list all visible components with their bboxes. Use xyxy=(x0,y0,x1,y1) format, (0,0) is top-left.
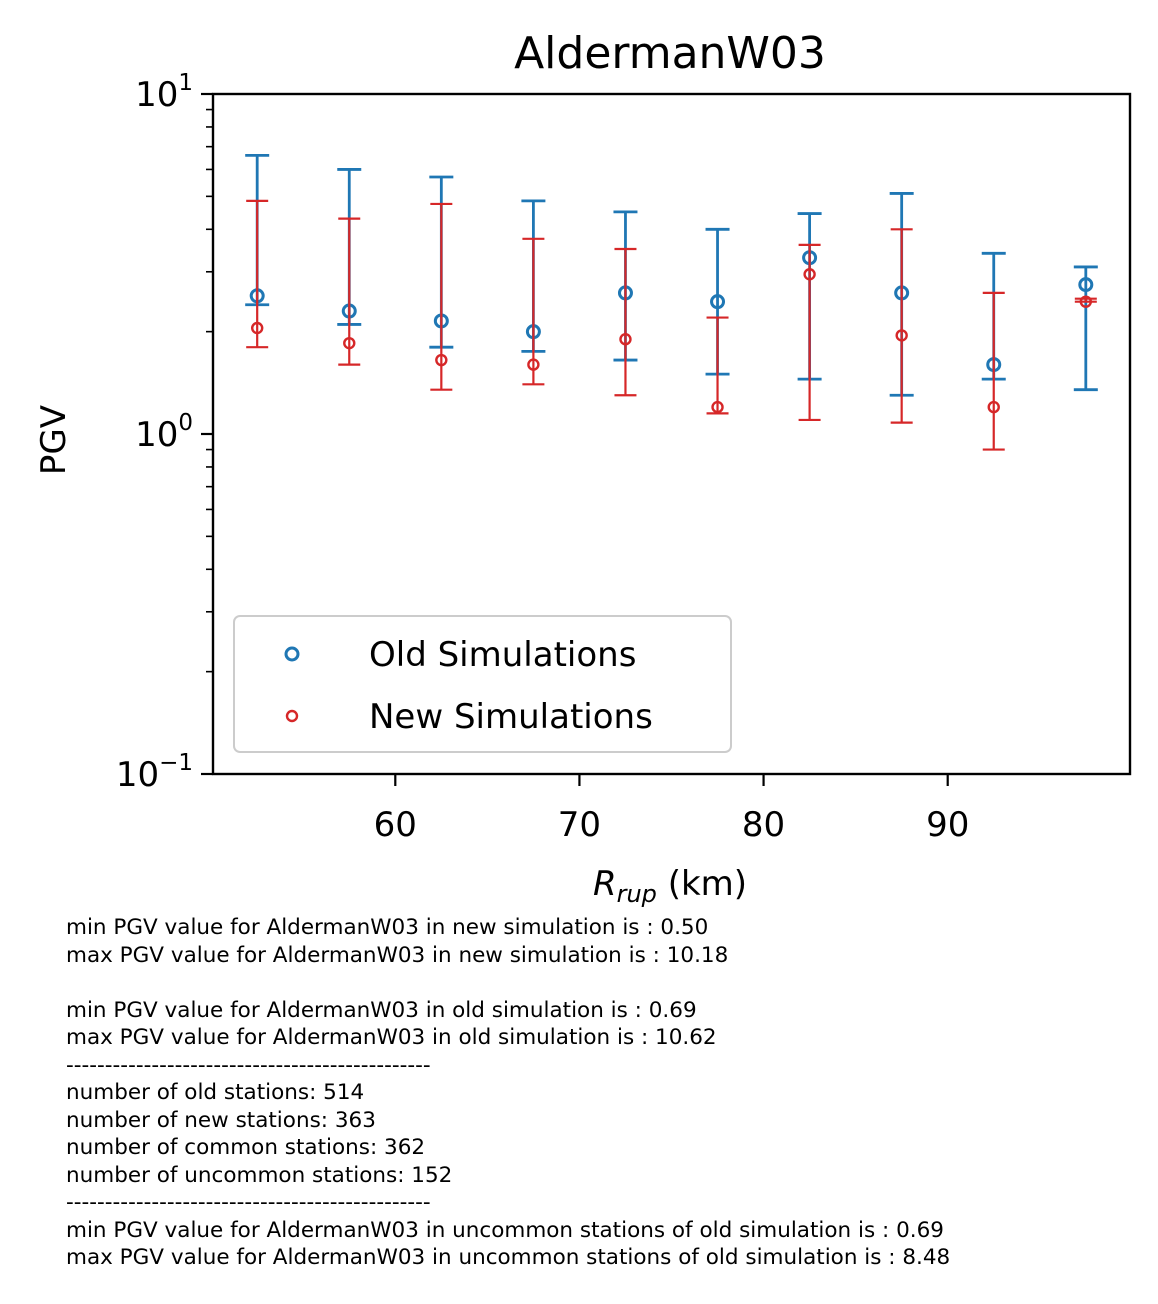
summary-notes: min PGV value for AldermanW03 in new sim… xyxy=(66,914,1146,1272)
note-line: min PGV value for AldermanW03 in uncommo… xyxy=(66,1217,944,1243)
note-line: number of uncommon stations: 152 xyxy=(66,1162,453,1188)
pgv-chart: AldermanW03 10−1 100 101 60 70 80 90 PGV Rrup… xyxy=(34,28,1132,908)
new-simulation-point xyxy=(987,400,1000,414)
y-axis-label: PGV xyxy=(34,405,74,475)
x-tick-label: 60 xyxy=(374,805,417,845)
x-axis-label: Rrup (km) xyxy=(593,864,747,908)
plot-marks xyxy=(245,153,1098,451)
y-tick-label: 100 xyxy=(135,410,193,455)
legend-marker-new xyxy=(285,709,299,723)
legend-box xyxy=(233,615,732,753)
new-simulation-point xyxy=(803,268,816,281)
note-line: number of new stations: 363 xyxy=(66,1107,376,1133)
new-simulation-point xyxy=(250,321,264,335)
note-line: max PGV value for AldermanW03 in uncommo… xyxy=(66,1245,951,1270)
new-simulation-point xyxy=(527,358,540,371)
note-spacer xyxy=(66,969,1146,997)
y-axis: 10−1 100 101 xyxy=(116,70,213,795)
note-line: number of common stations: 362 xyxy=(66,1135,426,1160)
x-tick-label: 80 xyxy=(742,805,785,845)
new-simulation-point xyxy=(435,353,448,367)
note-line: max PGV value for AldermanW03 in old sim… xyxy=(66,1025,717,1050)
y-tick-label: 101 xyxy=(135,70,193,115)
legend-marker-old xyxy=(284,646,300,662)
x-tick-label: 70 xyxy=(558,805,601,845)
legend-label-old: Old Simulations xyxy=(369,635,636,675)
legend-label-new: New Simulations xyxy=(369,697,653,737)
old-simulation-point xyxy=(710,294,726,310)
x-tick-label: 90 xyxy=(926,805,969,845)
note-line: min PGV value for AldermanW03 in new sim… xyxy=(66,915,709,940)
old-simulation-point xyxy=(1078,277,1094,293)
new-simulation-point xyxy=(343,336,356,350)
note-line: number of old stations: 514 xyxy=(66,1080,365,1105)
new-simulation-point xyxy=(1079,295,1093,308)
new-simulation-point xyxy=(895,329,908,342)
legend: Old Simulations New Simulations xyxy=(233,615,732,753)
note-line: max PGV value for AldermanW03 in new sim… xyxy=(66,942,729,968)
new-simulation-point xyxy=(619,333,632,346)
x-axis: 60 70 80 90 xyxy=(374,774,969,845)
note-line: min PGV value for AldermanW03 in old sim… xyxy=(66,997,697,1023)
new-simulation-point xyxy=(711,400,724,414)
y-tick-label: 10−1 xyxy=(116,750,193,795)
note-line: ----------------------------------------… xyxy=(66,1190,431,1215)
note-line: ----------------------------------------… xyxy=(66,1052,431,1078)
chart-title: AldermanW03 xyxy=(514,28,826,79)
